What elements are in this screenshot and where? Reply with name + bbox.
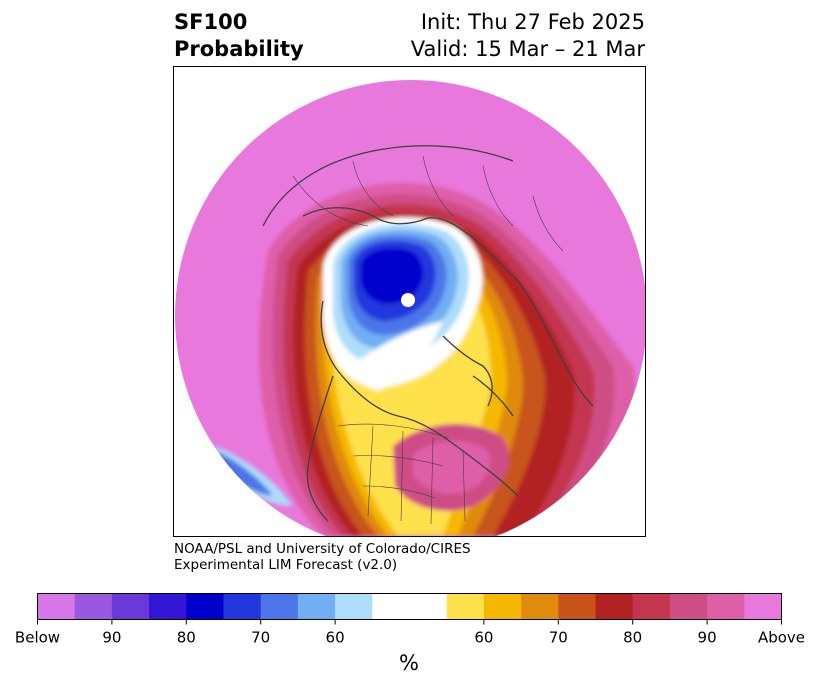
colorbar-swatch xyxy=(483,593,522,620)
colorbar-tick-label: 90 xyxy=(102,629,121,647)
init-date: Init: Thu 27 Feb 2025 xyxy=(420,10,645,34)
colorbar-swatch xyxy=(707,593,745,620)
neutral-arctic xyxy=(353,321,443,391)
colorbar-swatch xyxy=(521,593,559,620)
colorbar-tick-label: Below xyxy=(15,629,60,647)
cold-core xyxy=(361,247,423,304)
colorbar-swatch xyxy=(632,593,671,620)
colorbar-swatch xyxy=(111,593,150,620)
colorbar-unit: % xyxy=(399,651,419,675)
colorbar-swatch xyxy=(37,593,76,620)
probability-field xyxy=(175,80,646,537)
map-frame xyxy=(173,66,646,537)
probability-map xyxy=(173,66,646,537)
colorbar-tick-label: 70 xyxy=(251,629,270,647)
colorbar-swatch xyxy=(260,593,299,620)
colorbar-ticks: Below 90 80 70 60 60 70 80 90 Above xyxy=(15,619,805,647)
variable-name: SF100 xyxy=(174,10,248,34)
valid-range: Valid: 15 Mar – 21 Mar xyxy=(410,37,645,61)
credit-line-1: NOAA/PSL and University of Colorado/CIRE… xyxy=(174,541,471,557)
colorbar-swatch xyxy=(335,593,373,620)
probability-label: Probability xyxy=(174,37,304,61)
colorbar-swatch xyxy=(446,593,485,620)
colorbar-swatch xyxy=(595,593,634,620)
colorbar-tick-label: 60 xyxy=(474,629,493,647)
coastlines xyxy=(262,145,594,522)
colorbar-swatch xyxy=(74,593,113,620)
colorbar-swatch xyxy=(223,593,262,620)
colorbar-swatches xyxy=(37,593,782,620)
colorbar-swatch xyxy=(744,593,782,620)
political-borders xyxy=(292,155,564,525)
colorbar-swatch xyxy=(149,593,187,620)
colorbar-swatch xyxy=(372,593,448,620)
colorbar-swatch xyxy=(186,593,224,620)
colorbar-tick-label: Above xyxy=(758,629,805,647)
colorbar-tick-label: 70 xyxy=(549,629,568,647)
colorbar-tick-label: 90 xyxy=(698,629,717,647)
credit-text: NOAA/PSL and University of Colorado/CIRE… xyxy=(174,541,471,573)
colorbar-tick-label: 80 xyxy=(623,629,642,647)
credit-line-2: Experimental LIM Forecast (v2.0) xyxy=(174,557,398,573)
forecast-dates: Init: Thu 27 Feb 2025 Valid: 15 Mar – 21… xyxy=(344,9,645,63)
colorbar-frame xyxy=(37,593,782,620)
colorbar-swatch xyxy=(297,593,336,620)
colorbar-tick-label: 60 xyxy=(326,629,345,647)
colorbar: Below 90 80 70 60 60 70 80 90 Above % xyxy=(15,593,805,675)
colorbar-swatch xyxy=(558,593,596,620)
colorbar-swatch xyxy=(669,593,708,620)
chart-title: SF100 Probability xyxy=(174,9,304,63)
colorbar-tick-label: 80 xyxy=(177,629,196,647)
north-pole-point xyxy=(401,293,415,307)
cold-pacific-core xyxy=(215,451,273,496)
